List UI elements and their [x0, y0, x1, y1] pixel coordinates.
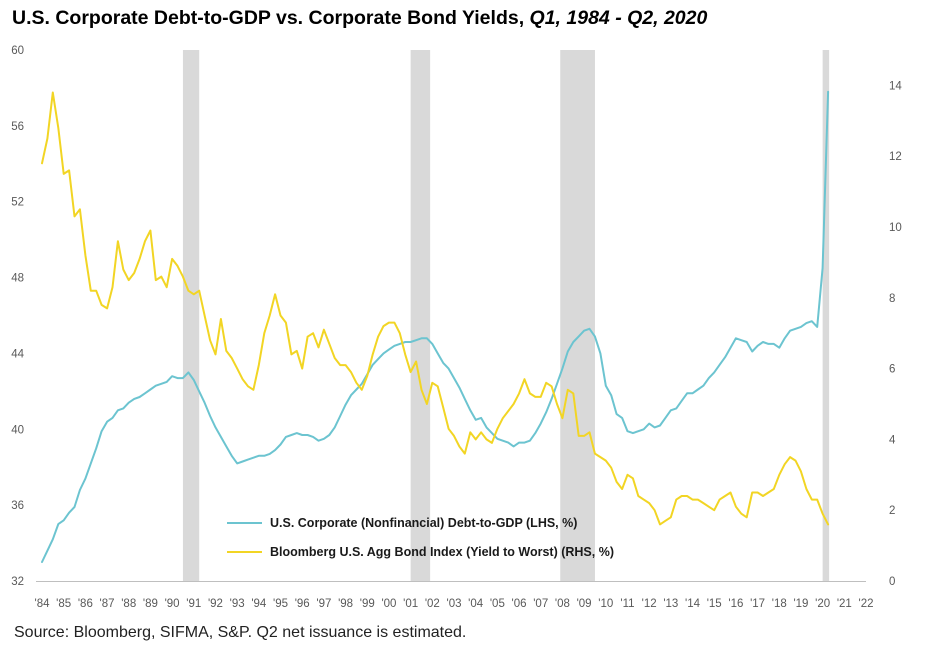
axes: '84 '85 '86 '87 '88 '89 '90 '91 '92 '93 '94 '95 '96 '…	[11, 45, 902, 610]
x-tick-label: '00	[381, 598, 396, 610]
x-tick-label: '03	[447, 598, 462, 610]
x-tick-label: '97	[316, 598, 331, 610]
right-tick-label: 6	[889, 364, 895, 376]
x-tick-label: '98	[338, 598, 353, 610]
x-tick-label: '16	[728, 598, 743, 610]
x-tick-label: '15	[707, 598, 722, 610]
x-tick-label: '02	[425, 598, 440, 610]
bond-yield-line	[41, 91, 830, 526]
x-tick-label: '96	[295, 598, 310, 610]
chart-title-period: Q1, 1984 - Q2, 2020	[529, 7, 708, 29]
x-tick-label: '89	[143, 598, 158, 610]
right-tick-label: 12	[889, 151, 902, 163]
x-tick-label: '21	[837, 598, 852, 610]
left-tick-label: 32	[11, 576, 24, 588]
x-tick-label: '22	[859, 598, 874, 610]
recession-band	[410, 50, 431, 581]
recession-band	[182, 50, 200, 581]
x-tick-label: '85	[56, 598, 71, 610]
x-tick-label: '10	[598, 598, 613, 610]
x-tick-label: '88	[121, 598, 136, 610]
left-tick-label: 48	[11, 273, 24, 285]
left-tick-label: 56	[11, 121, 24, 133]
x-tick-label: '18	[772, 598, 787, 610]
x-tick-label: '93	[230, 598, 245, 610]
x-tick-label: '05	[490, 598, 505, 610]
x-tick-label: '04	[468, 598, 484, 610]
recession-band	[560, 50, 595, 581]
x-tick-label: '13	[663, 598, 678, 610]
x-tick-label: '90	[165, 598, 180, 610]
chart-title: U.S. Corporate Debt-to-GDP vs. Corporate…	[12, 7, 707, 30]
x-tick-label: '99	[360, 598, 375, 610]
x-tick-label: '20	[815, 598, 830, 610]
left-tick-label: 52	[11, 197, 24, 209]
recession-bands	[182, 50, 830, 581]
x-tick-label: '87	[100, 598, 115, 610]
left-tick-label: 44	[11, 348, 24, 360]
x-tick-label: '94	[251, 598, 267, 610]
x-tick-label: '17	[750, 598, 765, 610]
x-tick-label: '92	[208, 598, 223, 610]
legend-label-debt: U.S. Corporate (Nonfinancial) Debt-to-GD…	[270, 516, 577, 530]
right-tick-label: 8	[889, 293, 895, 305]
x-tick-label: '14	[685, 598, 701, 610]
x-tick-label: '09	[577, 598, 592, 610]
x-tick-label: '01	[403, 598, 418, 610]
debt-to-gdp-line	[41, 90, 830, 563]
x-tick-label: '07	[533, 598, 548, 610]
legend-label-yield: Bloomberg U.S. Agg Bond Index (Yield to …	[270, 545, 614, 559]
chart-title-main: U.S. Corporate Debt-to-GDP vs. Corporate…	[12, 7, 525, 29]
right-tick-label: 10	[889, 222, 902, 234]
x-tick-label: '12	[642, 598, 657, 610]
x-tick-label: '06	[512, 598, 527, 610]
x-tick-label: '86	[78, 598, 93, 610]
x-tick-label: '11	[620, 598, 634, 610]
right-tick-label: 2	[889, 505, 895, 517]
x-tick-label: '19	[793, 598, 808, 610]
x-tick-label: '91	[186, 598, 201, 610]
left-tick-label: 36	[11, 500, 24, 512]
x-tick-label: '95	[273, 598, 288, 610]
x-tick-label: '84	[35, 598, 51, 610]
series-lines	[41, 90, 830, 563]
right-tick-label: 4	[889, 434, 896, 446]
recession-band	[822, 50, 830, 581]
x-tick-label: '08	[555, 598, 570, 610]
left-tick-label: 60	[11, 45, 24, 57]
left-tick-label: 40	[11, 424, 24, 436]
legend: U.S. Corporate (Nonfinancial) Debt-to-GD…	[227, 516, 614, 559]
right-tick-label: 14	[889, 80, 902, 92]
right-tick-label: 0	[889, 576, 895, 588]
source-note: Source: Bloomberg, SIFMA, S&P. Q2 net is…	[14, 624, 467, 641]
